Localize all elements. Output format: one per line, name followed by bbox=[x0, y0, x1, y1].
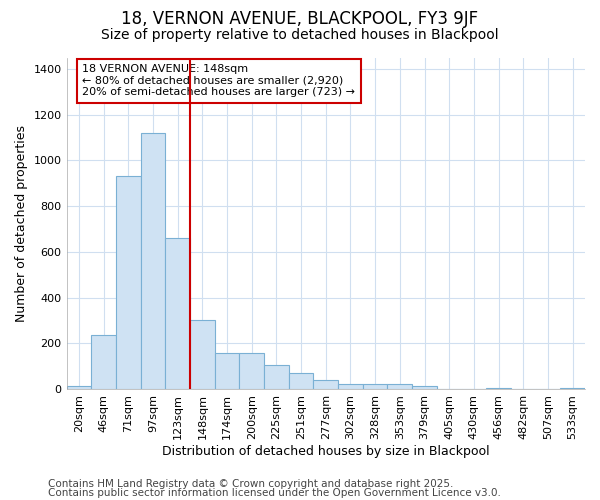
Y-axis label: Number of detached properties: Number of detached properties bbox=[15, 124, 28, 322]
Bar bbox=[239, 353, 264, 389]
Text: Contains public sector information licensed under the Open Government Licence v3: Contains public sector information licen… bbox=[48, 488, 501, 498]
Bar bbox=[140, 133, 165, 389]
Text: 18 VERNON AVENUE: 148sqm
← 80% of detached houses are smaller (2,920)
20% of sem: 18 VERNON AVENUE: 148sqm ← 80% of detach… bbox=[82, 64, 355, 98]
Bar bbox=[116, 176, 140, 389]
Bar bbox=[388, 384, 412, 389]
X-axis label: Distribution of detached houses by size in Blackpool: Distribution of detached houses by size … bbox=[162, 444, 490, 458]
Bar bbox=[412, 386, 437, 389]
Bar bbox=[264, 365, 289, 389]
Bar bbox=[486, 388, 511, 389]
Bar bbox=[165, 238, 190, 389]
Bar bbox=[363, 384, 388, 389]
Bar bbox=[338, 384, 363, 389]
Bar bbox=[289, 373, 313, 389]
Bar bbox=[190, 320, 215, 389]
Text: Contains HM Land Registry data © Crown copyright and database right 2025.: Contains HM Land Registry data © Crown c… bbox=[48, 479, 454, 489]
Bar bbox=[91, 335, 116, 389]
Bar bbox=[215, 353, 239, 389]
Bar bbox=[560, 388, 585, 389]
Text: Size of property relative to detached houses in Blackpool: Size of property relative to detached ho… bbox=[101, 28, 499, 42]
Text: 18, VERNON AVENUE, BLACKPOOL, FY3 9JF: 18, VERNON AVENUE, BLACKPOOL, FY3 9JF bbox=[121, 10, 479, 28]
Bar bbox=[67, 386, 91, 389]
Bar bbox=[313, 380, 338, 389]
